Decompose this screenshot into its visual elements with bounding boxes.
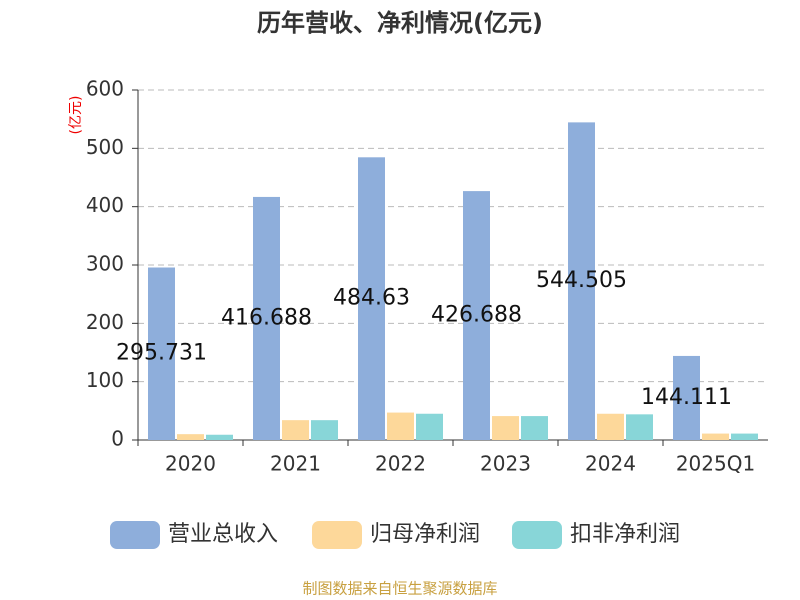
x-tick-label: 2025Q1 — [676, 452, 755, 476]
bar — [358, 157, 385, 440]
y-tick-label: 100 — [86, 368, 124, 392]
y-tick-label: 0 — [111, 427, 124, 451]
x-tick-label: 2020 — [165, 452, 216, 476]
bar — [177, 434, 204, 440]
data-label: 295.731 — [116, 341, 207, 366]
legend-swatch — [312, 521, 362, 549]
bar — [597, 413, 624, 440]
data-label: 144.111 — [641, 385, 732, 410]
chart-title: 历年营收、净利情况(亿元) — [257, 9, 543, 37]
bar — [702, 433, 729, 440]
bar — [568, 122, 595, 441]
data-label: 484.63 — [333, 286, 410, 311]
data-label: 416.688 — [221, 305, 312, 330]
x-tick-label: 2021 — [270, 452, 321, 476]
legend-label: 归母净利润 — [370, 522, 480, 547]
y-tick-label: 200 — [86, 310, 124, 334]
legend-label: 扣非净利润 — [570, 522, 680, 547]
bar — [148, 267, 175, 440]
legend-swatch — [512, 521, 562, 549]
bar — [311, 420, 338, 440]
bar — [521, 416, 548, 440]
y-axis-label: (亿元) — [68, 96, 84, 135]
bar — [626, 414, 653, 440]
data-label: 544.505 — [536, 268, 627, 293]
bar — [387, 412, 414, 440]
legend-label: 营业总收入 — [168, 522, 278, 547]
source-note: 制图数据来自恒生聚源数据库 — [302, 580, 497, 598]
x-tick-label: 2022 — [375, 452, 426, 476]
bar — [492, 416, 519, 440]
bar — [463, 191, 490, 440]
data-label: 426.688 — [431, 303, 522, 328]
y-tick-label: 600 — [86, 77, 124, 101]
bar — [253, 196, 280, 440]
bar — [416, 413, 443, 440]
x-tick-label: 2023 — [480, 452, 531, 476]
x-tick-label: 2024 — [585, 452, 636, 476]
y-tick-label: 300 — [86, 252, 124, 276]
bar — [206, 434, 233, 440]
bar — [673, 355, 700, 440]
bar — [731, 433, 758, 440]
y-tick-label: 400 — [86, 193, 124, 217]
legend-swatch — [110, 521, 160, 549]
y-tick-label: 500 — [86, 135, 124, 159]
bar — [282, 420, 309, 440]
